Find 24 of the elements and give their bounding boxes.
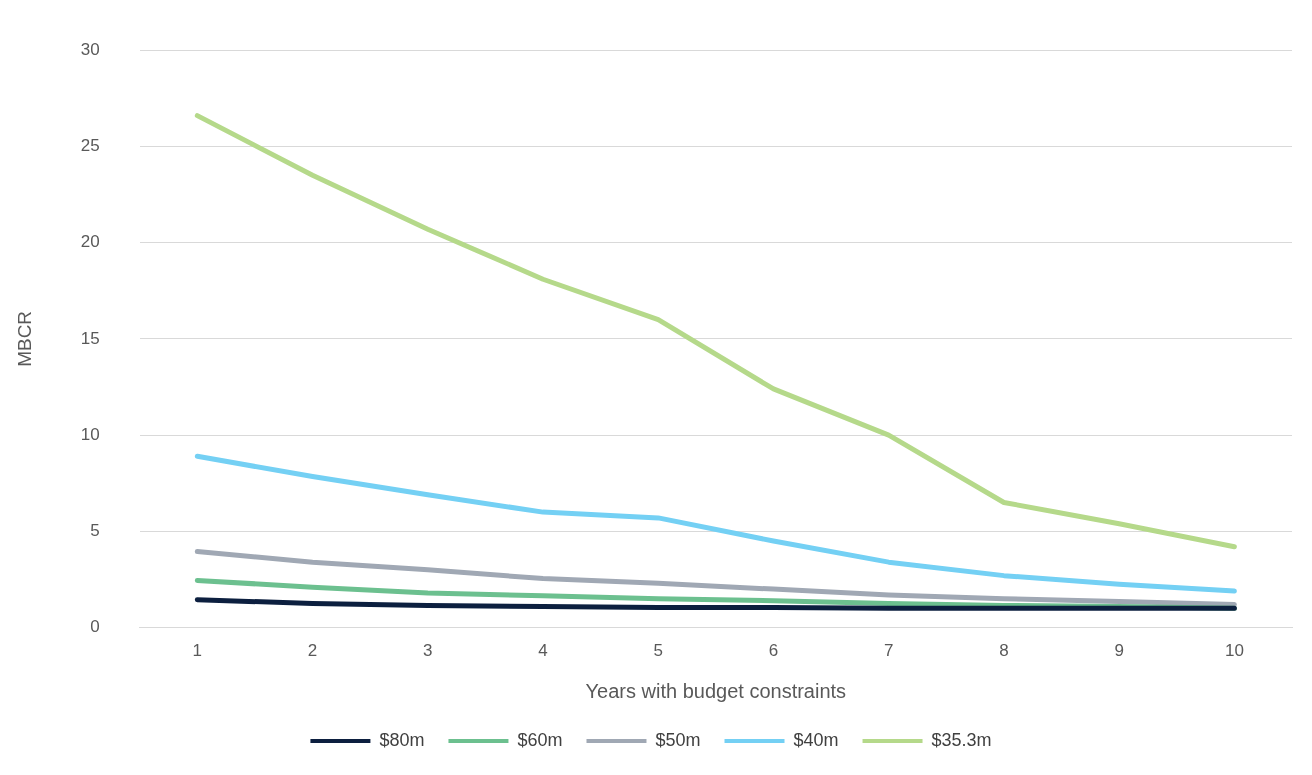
x-tick-label: 4 (538, 641, 548, 661)
x-tick-label: 10 (1224, 641, 1244, 661)
y-tick-label: 25 (80, 136, 100, 156)
x-tick-label: 3 (423, 641, 433, 661)
y-tick-label: 5 (90, 521, 100, 541)
x-tick-label: 6 (768, 641, 779, 661)
legend-label: $60m (517, 729, 563, 750)
y-tick-label: 10 (80, 424, 100, 444)
y-axis-title: MBCR (13, 310, 35, 367)
x-tick-label: 1 (192, 641, 203, 661)
y-tick-label: 15 (80, 328, 100, 348)
x-tick-label: 9 (1114, 641, 1124, 661)
legend-label: $80m (379, 729, 425, 750)
x-tick-label: 8 (999, 641, 1009, 661)
legend-label: $50m (655, 729, 701, 750)
legend-label: $35.3m (931, 729, 992, 750)
x-tick-label: 7 (883, 641, 894, 661)
x-tick-label: 2 (307, 641, 318, 661)
y-tick-label: 0 (90, 617, 100, 637)
x-tick-label: 5 (653, 641, 663, 661)
y-tick-label: 20 (80, 232, 100, 252)
y-tick-label: 30 (80, 39, 100, 59)
x-axis-title: Years with budget constraints (585, 679, 847, 702)
legend-label: $40m (793, 729, 839, 750)
